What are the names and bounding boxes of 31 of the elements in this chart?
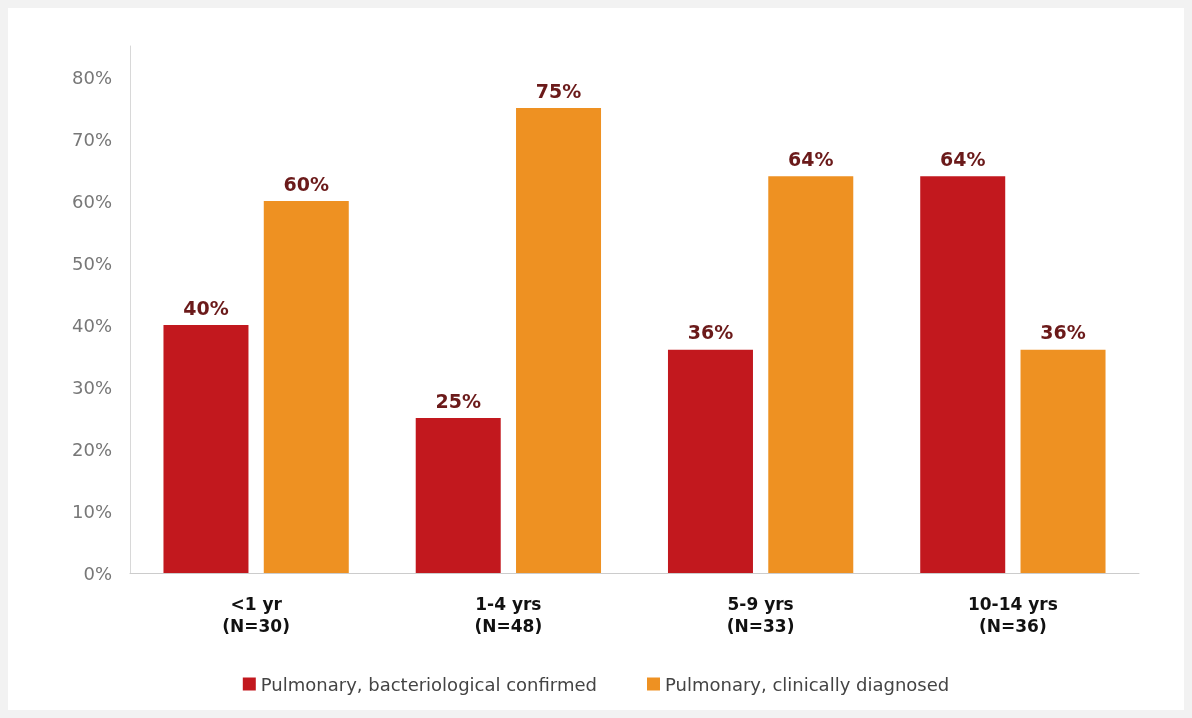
data-label: 25% (435, 389, 481, 412)
y-tick-label: 80% (71, 66, 112, 88)
y-tick-label: 70% (71, 128, 112, 150)
bar (1020, 349, 1106, 573)
y-tick-label: 0% (83, 562, 112, 584)
legend-label: Pulmonary, bacteriological confirmed (260, 673, 597, 695)
data-label: 64% (788, 147, 834, 170)
y-tick-label: 60% (71, 190, 112, 212)
x-tick-label: 1-4 yrs (N=48) (474, 594, 543, 636)
y-tick-label: 20% (71, 438, 112, 460)
bar (920, 176, 1006, 573)
bar (163, 325, 249, 573)
bar (263, 201, 349, 573)
legend-label: Pulmonary, clinically diagnosed (664, 673, 950, 695)
bar (768, 176, 854, 573)
data-label: 64% (939, 147, 986, 170)
y-tick-label: 30% (71, 376, 112, 398)
y-tick-label: 10% (71, 500, 112, 522)
data-label: 36% (687, 321, 734, 344)
x-tick-label: 5-9 yrs (N=33) (726, 594, 795, 636)
bar (415, 418, 501, 573)
bar (667, 349, 753, 573)
bar (516, 108, 602, 573)
x-tick-label: 10-14 yrs (N=36) (967, 594, 1058, 636)
data-label: 36% (1040, 321, 1086, 344)
y-tick-label: 40% (71, 314, 112, 336)
data-label: 75% (535, 79, 582, 102)
data-label: 60% (283, 172, 330, 195)
y-tick-label: 50% (71, 252, 112, 274)
x-tick-label: <1 yr (N=30) (222, 594, 290, 636)
data-label: 40% (183, 296, 229, 319)
